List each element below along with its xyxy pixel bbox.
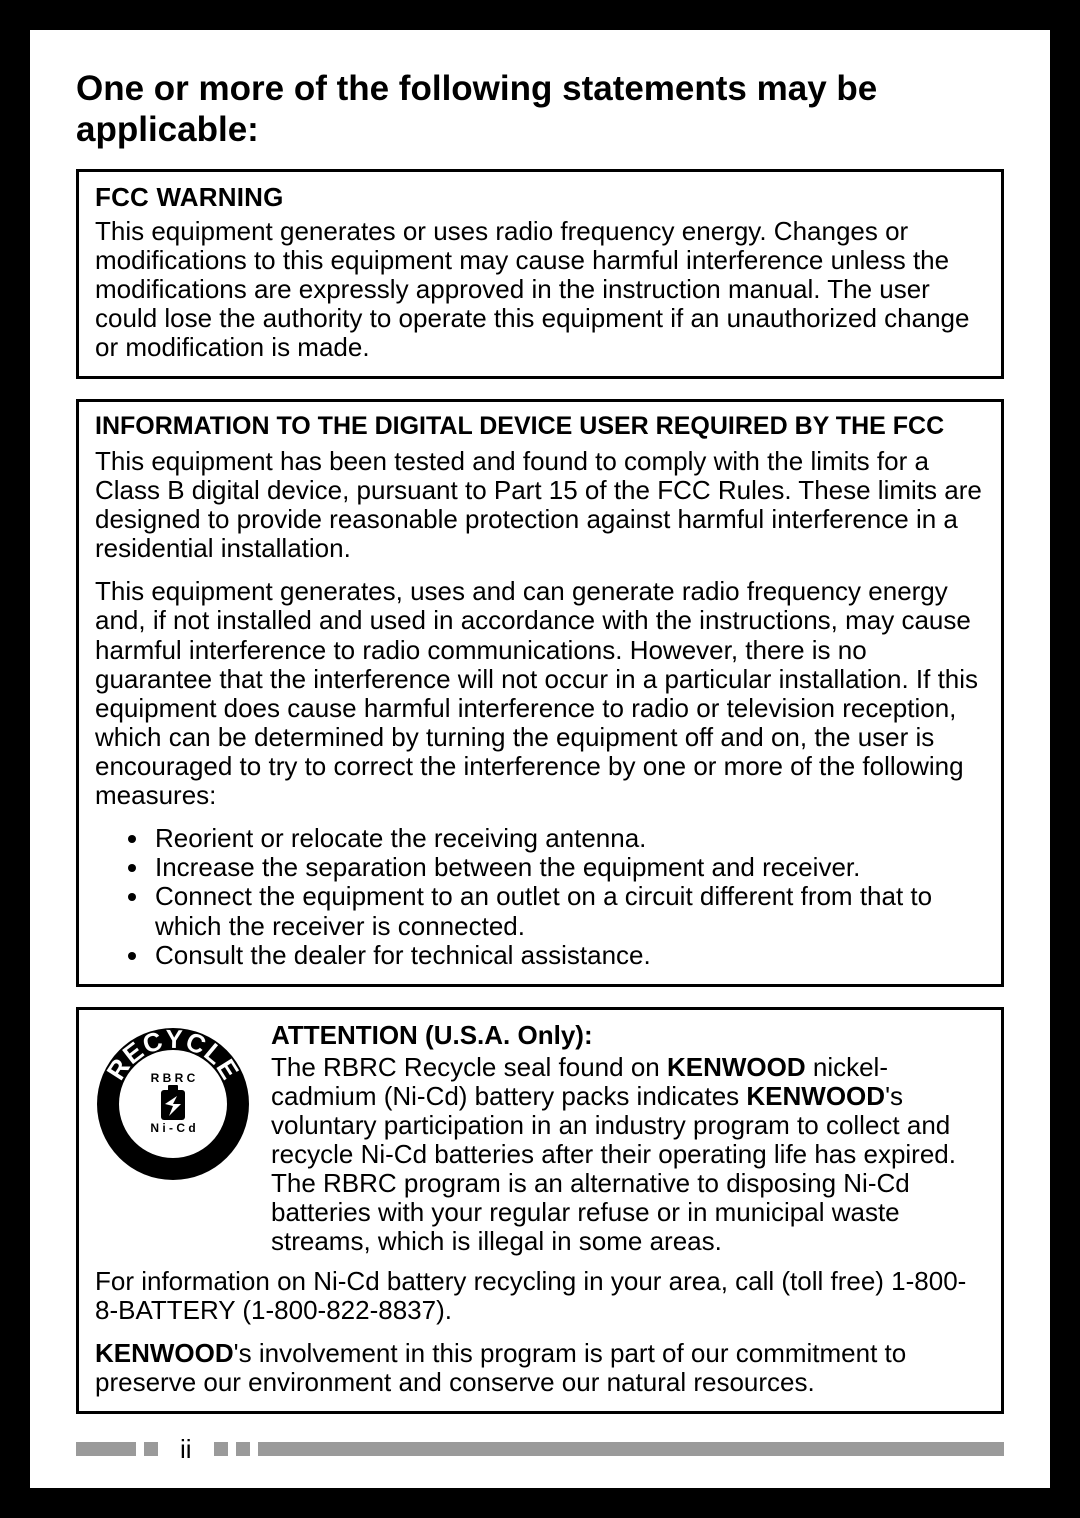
- fcc-warning-box: FCC WARNING This equipment generates or …: [76, 169, 1004, 380]
- list-item: Consult the dealer for technical assista…: [151, 941, 985, 970]
- attention-row: RECYCLE .822. 1.800 8837 R B R C N i - C…: [95, 1020, 985, 1257]
- footer-strip: [236, 1442, 250, 1456]
- brand-name: KENWOOD: [667, 1052, 806, 1082]
- footer-strip: [144, 1442, 158, 1456]
- fcc-warning-title: FCC WARNING: [95, 182, 985, 213]
- svg-text:R B R C: R B R C: [151, 1071, 196, 1085]
- fcc-warning-text: This equipment generates or uses radio f…: [95, 217, 985, 363]
- page: One or more of the following statements …: [30, 30, 1050, 1488]
- svg-text:N i - C d: N i - C d: [150, 1121, 195, 1135]
- text-fragment: The RBRC Recycle seal found on: [271, 1052, 667, 1082]
- attention-p3: KENWOOD's involvement in this program is…: [95, 1339, 985, 1397]
- attention-usa-box: RECYCLE .822. 1.800 8837 R B R C N i - C…: [76, 1007, 1004, 1414]
- rbrc-recycle-seal-icon: RECYCLE .822. 1.800 8837 R B R C N i - C…: [95, 1026, 251, 1182]
- page-number: ii: [158, 1436, 214, 1462]
- list-item: Increase the separation between the equi…: [151, 853, 985, 882]
- attention-p1: The RBRC Recycle seal found on KENWOOD n…: [271, 1053, 985, 1257]
- list-item: Connect the equipment to an outlet on a …: [151, 882, 985, 940]
- list-item: Reorient or relocate the receiving anten…: [151, 824, 985, 853]
- attention-p2: For information on Ni-Cd battery recycli…: [95, 1267, 985, 1325]
- fcc-digital-info-p2: This equipment generates, uses and can g…: [95, 577, 985, 810]
- page-heading: One or more of the following statements …: [76, 68, 1004, 151]
- footer-strip: [214, 1442, 228, 1456]
- svg-text:.822.: .822.: [150, 1137, 197, 1162]
- fcc-digital-info-box: INFORMATION TO THE DIGITAL DEVICE USER R…: [76, 399, 1004, 987]
- attention-title: ATTENTION (U.S.A. Only):: [271, 1020, 985, 1051]
- fcc-digital-info-p1: This equipment has been tested and found…: [95, 447, 985, 563]
- page-footer: ii: [76, 1438, 1004, 1460]
- fcc-digital-info-title: INFORMATION TO THE DIGITAL DEVICE USER R…: [95, 412, 985, 441]
- brand-name: KENWOOD: [746, 1081, 885, 1111]
- attention-text-block: ATTENTION (U.S.A. Only): The RBRC Recycl…: [271, 1020, 985, 1257]
- footer-strip: [76, 1442, 136, 1456]
- brand-name: KENWOOD: [95, 1338, 234, 1368]
- fcc-measures-list: Reorient or relocate the receiving anten…: [95, 824, 985, 970]
- footer-strip: [258, 1442, 1004, 1456]
